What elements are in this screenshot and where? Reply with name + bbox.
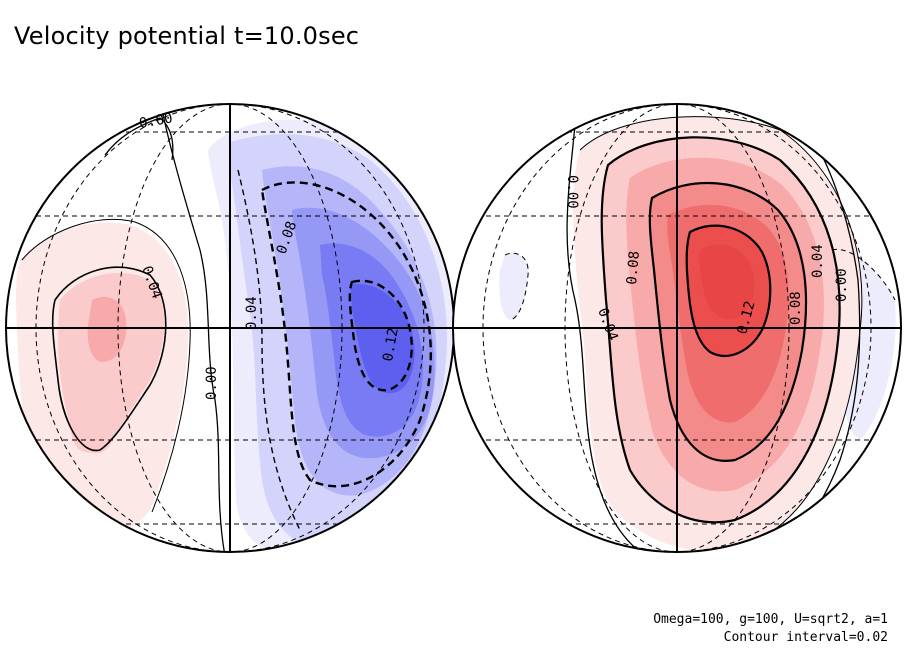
zero-contour-west <box>566 124 641 552</box>
contour-pos-008 <box>648 181 808 462</box>
contour-pos-012 <box>685 224 772 357</box>
contour-neg-004 <box>237 169 301 531</box>
zero-contour-north <box>104 117 174 161</box>
contour-label: 0.08 <box>788 291 804 325</box>
zero-contour <box>159 104 226 552</box>
contour-lines-left <box>21 104 433 552</box>
contour-interval-caption: Contour interval=0.02 <box>723 630 888 645</box>
contour-label: 0.08 <box>624 250 643 285</box>
contour-neg-002b <box>504 252 529 321</box>
contour-pos-002 <box>21 218 191 513</box>
contour-label: 0.00 <box>834 268 850 302</box>
contour-pos-002 <box>579 116 863 549</box>
shade-pos-3 <box>87 296 127 363</box>
contour-lines-right <box>504 116 896 552</box>
contour-label: 0.00 <box>564 175 580 209</box>
shade-pos-7 <box>699 244 755 320</box>
right-hemisphere-map: 0.00 0.08 0.04 0.12 0.08 0.04 0.00 <box>452 103 902 553</box>
contour-label: 0.04 <box>810 244 826 278</box>
contour-label: 0.04 <box>244 296 260 330</box>
plot-title: Velocity potential t=10.0sec <box>14 22 360 50</box>
left-hemisphere-map: 0.00 0.04 0.08 0.04 0.12 0.00 <box>5 103 455 553</box>
negative-potential-region <box>208 119 454 552</box>
hemisphere-outline-right <box>452 103 902 553</box>
contour-pos-004 <box>51 266 167 452</box>
contour-neg-012 <box>348 279 413 392</box>
contour-pos-004 <box>600 136 841 524</box>
contour-label: 0.00 <box>138 110 174 132</box>
contour-label: 0.00 <box>204 366 220 400</box>
contour-neg-008 <box>260 181 433 488</box>
contour-neg-002 <box>831 248 896 301</box>
shade-neg-6 <box>350 284 415 394</box>
parameters-caption: Omega=100, g=100, U=sqrt2, a=1 <box>653 612 888 627</box>
contour-label: 0.12 <box>380 327 402 363</box>
shade-neg-1 <box>499 253 529 320</box>
